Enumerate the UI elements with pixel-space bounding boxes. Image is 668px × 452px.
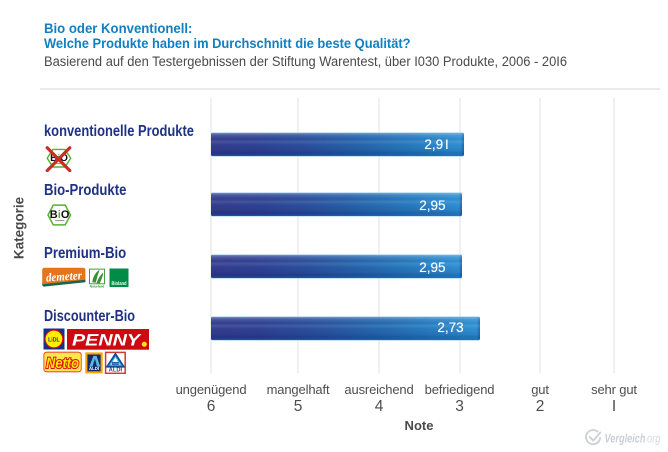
svg-text:ALDI: ALDI xyxy=(89,366,99,371)
svg-text:Bioland: Bioland xyxy=(112,280,127,286)
svg-text:BiO: BiO xyxy=(49,209,69,221)
svg-text:Vergleich: Vergleich xyxy=(605,431,646,445)
svg-text:Netto: Netto xyxy=(46,355,79,372)
svg-text:LiDL: LiDL xyxy=(48,336,60,343)
svg-text:PENNY: PENNY xyxy=(72,331,142,349)
svg-text:ALDI: ALDI xyxy=(109,366,123,373)
svg-text:demeter: demeter xyxy=(45,268,82,284)
svg-text:Naturland: Naturland xyxy=(90,284,105,288)
svg-text:org: org xyxy=(647,431,661,445)
